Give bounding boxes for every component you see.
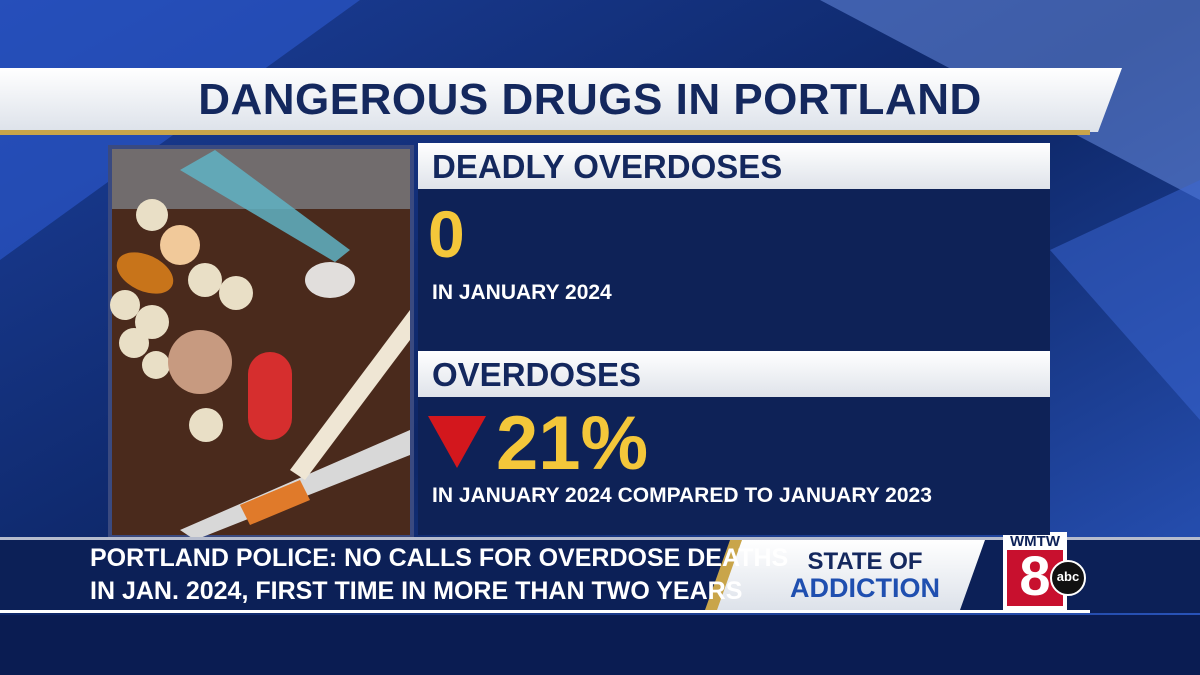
down-arrow <box>428 416 486 468</box>
panel-caption: IN JANUARY 2024 <box>432 281 612 304</box>
panel-figure: 21% <box>496 401 649 486</box>
panel-heading: DEADLY OVERDOSES <box>432 148 783 185</box>
stats-panel <box>418 143 1050 535</box>
lower-third-line: PORTLAND POLICE: NO CALLS FOR OVERDOSE D… <box>90 544 789 572</box>
logo-network: abc <box>1056 569 1080 584</box>
title: DANGEROUS DRUGS IN PORTLAND <box>198 75 982 124</box>
heading-bar <box>418 143 1050 189</box>
segment-title: STATE OF <box>807 548 923 575</box>
logo-channel: 8 <box>1019 544 1051 607</box>
logo-station: WMTW <box>1010 533 1060 550</box>
heading-bar <box>418 351 1050 397</box>
lower-third-line: IN JAN. 2024, FIRST TIME IN MORE THAN TW… <box>90 577 743 605</box>
segment-title: ADDICTION <box>790 573 940 603</box>
down-arrow-shape <box>428 416 486 468</box>
panel-figure: 0 <box>428 197 465 271</box>
panel-caption: IN JANUARY 2024 COMPARED TO JANUARY 2023 <box>432 484 932 507</box>
panel-heading: OVERDOSES <box>432 356 642 393</box>
